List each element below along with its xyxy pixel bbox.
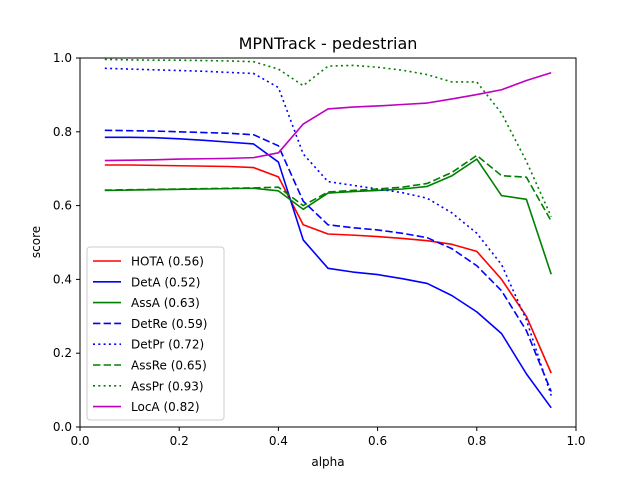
legend-label: DetRe (0.59)	[131, 317, 207, 331]
axes-frame	[79, 57, 577, 428]
legend: HOTA (0.56) DetA (0.52) AssA (0.63) DetRe (…	[86, 246, 225, 421]
legend-label: LocA (0.82)	[131, 400, 200, 414]
legend-label: AssA (0.63)	[131, 296, 200, 310]
y-axis-label: score	[29, 226, 43, 258]
chart-title: MPNTrack - pedestrian	[239, 34, 418, 53]
x-axis-ticks: 0.0 0.2 0.4 0.6 0.8 1.0	[70, 427, 586, 448]
series-line-assre	[104, 154, 552, 222]
x-tick-label: 1.0	[566, 434, 585, 448]
x-axis-label: alpha	[311, 455, 344, 469]
y-axis-ticks: 0.0 0.2 0.4 0.6 0.8 1.0	[53, 51, 80, 434]
y-tick-label: 0.0	[53, 420, 72, 434]
x-tick-label: 0.0	[70, 434, 89, 448]
y-tick-label: 0.2	[53, 346, 72, 360]
legend-box	[86, 246, 225, 421]
series-line-detre	[104, 129, 552, 392]
series-line-hota	[104, 164, 552, 374]
x-tick-label: 0.2	[170, 434, 189, 448]
legend-label: DetA (0.52)	[131, 275, 200, 289]
x-tick-label: 0.4	[269, 434, 288, 448]
legend-label: HOTA (0.56)	[131, 255, 204, 269]
x-tick-label: 0.8	[467, 434, 486, 448]
plot-area: 0.0 0.2 0.4 0.6 0.8 1.0 0.0 0.2 0.4 0.6 0.8 1.0	[53, 51, 586, 448]
y-tick-label: 0.4	[53, 272, 72, 286]
x-tick-label: 0.6	[368, 434, 387, 448]
y-tick-label: 0.8	[53, 125, 72, 139]
series-line-loca	[104, 71, 552, 162]
series-layer	[104, 58, 552, 409]
series-line-detpr	[104, 67, 552, 396]
series-line-asspr	[104, 58, 552, 217]
y-tick-label: 1.0	[53, 51, 72, 65]
y-tick-label: 0.6	[53, 199, 72, 213]
series-line-deta	[104, 136, 552, 409]
legend-label: AssPr (0.93)	[131, 379, 204, 393]
legend-label: DetPr (0.72)	[131, 338, 204, 352]
legend-label: AssRe (0.65)	[131, 359, 207, 373]
